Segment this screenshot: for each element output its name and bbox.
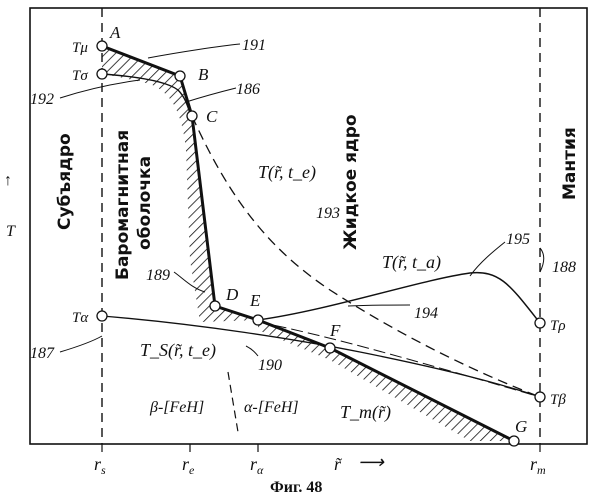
ref-192: 192 xyxy=(30,91,54,108)
point-e: E xyxy=(249,291,261,310)
marker-t-rho xyxy=(535,318,545,328)
label-t-ta: T(r̃, t_a) xyxy=(382,252,441,273)
label-t-te: T(r̃, t_e) xyxy=(258,162,316,183)
marker-e xyxy=(253,315,263,325)
ref-187: 187 xyxy=(30,345,55,362)
ref-193: 193 xyxy=(316,205,340,222)
zone-subcore: Субъядро xyxy=(55,133,75,230)
x-tick-re: re xyxy=(182,454,195,477)
point-c: C xyxy=(206,107,218,126)
point-d: D xyxy=(225,285,239,304)
marker-f xyxy=(325,343,335,353)
marker-t-alpha xyxy=(97,311,107,321)
beta-alpha-boundary xyxy=(228,372,238,432)
marker-t-sigma xyxy=(97,69,107,79)
ref-186: 186 xyxy=(236,81,260,98)
point-g: G xyxy=(515,417,527,436)
marker-b xyxy=(175,71,185,81)
x-tick-rs: rs xyxy=(94,454,106,477)
marker-t-mu xyxy=(97,41,107,51)
marker-d xyxy=(210,301,220,311)
label-ts-te: T_S(r̃, t_e) xyxy=(140,340,216,361)
point-b: B xyxy=(198,65,209,84)
ref-195: 195 xyxy=(506,231,530,248)
marker-c xyxy=(187,111,197,121)
ref-189: 189 xyxy=(146,267,170,284)
zone-liquid-core: Жидкое ядро xyxy=(341,114,361,250)
x-tick-rm: rm xyxy=(530,454,546,477)
label-t-mu: Tμ xyxy=(72,40,88,56)
zone-baromagnetic-1: Баромагнитная xyxy=(113,130,133,280)
y-axis-label: T xyxy=(6,223,16,240)
curve-t-ta xyxy=(258,273,540,323)
ref-194: 194 xyxy=(414,305,438,322)
markers xyxy=(97,41,545,446)
phase-beta: β-[FeH] xyxy=(149,399,204,416)
ref-190: 190 xyxy=(258,357,282,374)
marker-g xyxy=(509,436,519,446)
label-t-sigma: Tσ xyxy=(72,68,88,84)
x-axis-arrow: ⟶ xyxy=(358,452,385,472)
point-a: A xyxy=(109,23,121,42)
x-tick-ralpha: rα xyxy=(250,454,264,477)
ref-188: 188 xyxy=(552,259,576,276)
phase-alpha: α-[FeH] xyxy=(244,399,299,416)
ref-191: 191 xyxy=(242,37,266,54)
y-axis-arrow: ↑ xyxy=(4,172,12,189)
zone-baromagnetic-2: оболочка xyxy=(135,156,155,250)
label-t-rho: Tρ xyxy=(550,318,566,334)
label-t-beta: Tβ xyxy=(550,392,566,408)
point-f: F xyxy=(329,321,341,340)
label-t-alpha: Tα xyxy=(72,310,89,326)
marker-t-beta xyxy=(535,392,545,402)
figure-caption: Фиг. 48 xyxy=(270,479,322,496)
label-tm: T_m(r̃) xyxy=(340,402,391,423)
x-axis-label: r̃ xyxy=(334,454,343,474)
zone-mantle: Мантия xyxy=(560,127,580,200)
